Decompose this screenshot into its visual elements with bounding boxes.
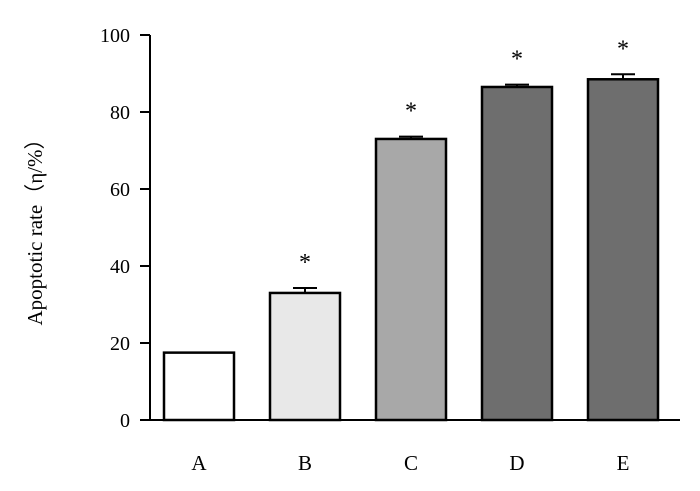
y-axis: 0 20 40 60 80 100 — [100, 25, 151, 432]
y-tick-label: 0 — [120, 410, 130, 432]
x-tick-label-C: C — [404, 451, 418, 475]
bar-A — [162, 351, 236, 422]
x-axis: A B C D E — [150, 419, 680, 475]
y-axis-label: Apoptotic rate（η/%） — [23, 128, 47, 325]
significance-marker-B: * — [299, 250, 311, 276]
bar-E — [586, 78, 660, 422]
x-tick-label-A: A — [191, 451, 207, 475]
x-tick-label-E: E — [617, 451, 630, 475]
bar-B — [268, 291, 342, 422]
y-tick-label: 40 — [110, 256, 130, 278]
x-tick-label-B: B — [298, 451, 312, 475]
bar-C — [374, 137, 448, 422]
y-tick-label: 100 — [100, 25, 130, 47]
bar-D — [480, 85, 554, 422]
significance-marker-C: * — [405, 99, 417, 125]
x-tick-label-D: D — [509, 451, 524, 475]
y-tick-label: 80 — [110, 102, 130, 124]
significance-marker-D: * — [511, 47, 523, 73]
significance-marker-E: * — [617, 36, 629, 62]
y-tick-label: 60 — [110, 179, 130, 201]
y-tick-label: 20 — [110, 333, 130, 355]
bars: * * * * — [162, 36, 660, 422]
